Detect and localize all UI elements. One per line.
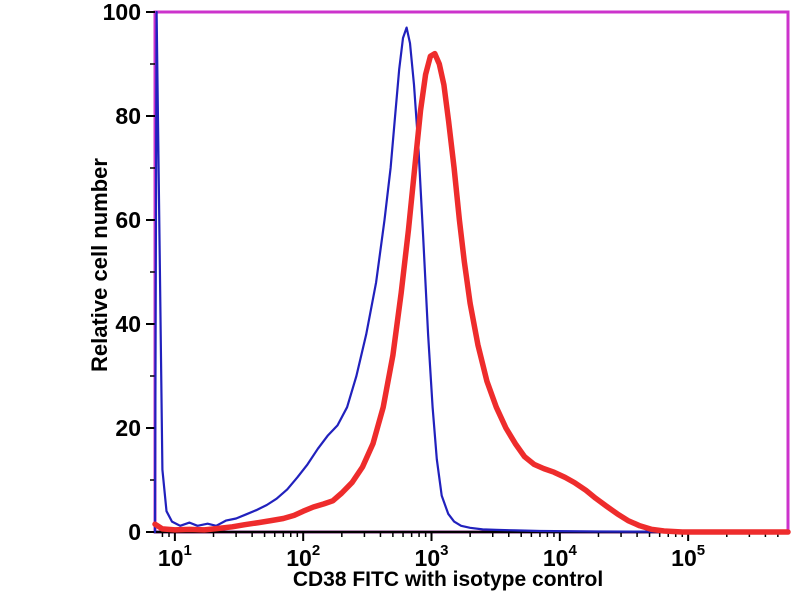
svg-text:20: 20 xyxy=(115,415,141,441)
svg-text:60: 60 xyxy=(115,207,141,233)
y-axis-label: Relative cell number xyxy=(87,158,112,372)
svg-text:103: 103 xyxy=(415,542,449,571)
svg-text:80: 80 xyxy=(115,103,141,129)
x-axis-label: CD38 FITC with isotype control xyxy=(292,568,604,591)
svg-text:100: 100 xyxy=(103,0,141,25)
svg-text:40: 40 xyxy=(115,311,141,337)
svg-text:102: 102 xyxy=(286,542,320,571)
svg-text:0: 0 xyxy=(128,519,141,545)
svg-text:105: 105 xyxy=(671,542,705,571)
svg-text:101: 101 xyxy=(158,542,192,571)
svg-text:104: 104 xyxy=(543,542,578,571)
